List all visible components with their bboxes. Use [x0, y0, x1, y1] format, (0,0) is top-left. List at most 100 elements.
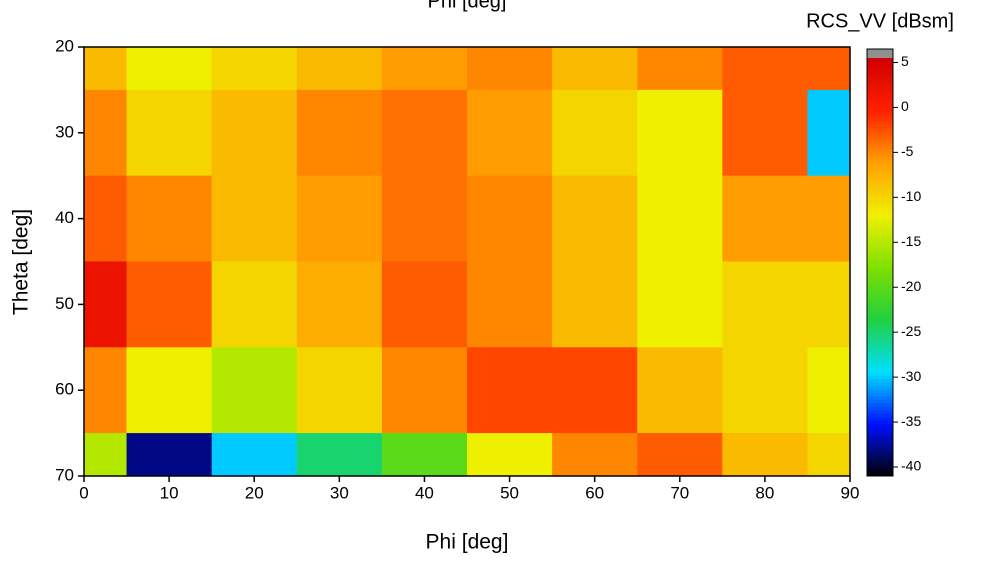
- colorbar-segment: [867, 444, 893, 449]
- colorbar-segment: [867, 256, 893, 261]
- colorbar-segment: [867, 260, 893, 265]
- colorbar-segment: [867, 85, 893, 90]
- colorbar-segment: [867, 305, 893, 310]
- y-tick-label: 20: [55, 36, 74, 55]
- colorbar-segment: [867, 64, 893, 69]
- y-tick-label: 60: [55, 380, 74, 399]
- heatmap-cell: [296, 89, 383, 177]
- colorbar-segment: [867, 357, 893, 362]
- x-tick-label: 80: [755, 483, 774, 502]
- heatmap-cell: [211, 261, 298, 348]
- colorbar-segment: [867, 152, 893, 157]
- colorbar-segment: [867, 179, 893, 184]
- heatmap-cell: [807, 261, 850, 348]
- colorbar-segment: [867, 89, 893, 94]
- colorbar-segment: [867, 155, 893, 160]
- colorbar-segment: [867, 437, 893, 442]
- heatmap-cell: [637, 347, 723, 434]
- x-tick-label: 30: [330, 483, 349, 502]
- heatmap-cell: [807, 433, 850, 476]
- colorbar-segment: [867, 138, 893, 143]
- colorbar-segment: [867, 308, 893, 313]
- colorbar-segment: [867, 232, 893, 237]
- x-tick-label: 20: [245, 483, 264, 502]
- colorbar-segment: [867, 340, 893, 345]
- colorbar-segment: [867, 326, 893, 331]
- y-tick-label: 30: [55, 122, 74, 141]
- colorbar-segment: [867, 388, 893, 393]
- heatmap-cell: [211, 347, 298, 434]
- x-tick-label: 50: [500, 483, 519, 502]
- heatmap-cell: [807, 89, 850, 177]
- colorbar-tick-label: -15: [901, 233, 921, 249]
- heatmap-cell: [126, 261, 213, 348]
- colorbar-segment: [867, 249, 893, 254]
- colorbar-segment: [867, 364, 893, 369]
- x-tick-label: 90: [841, 483, 860, 502]
- colorbar-tick-label: 0: [901, 98, 909, 114]
- colorbar-segment: [867, 242, 893, 247]
- heatmap-cell: [552, 347, 638, 434]
- heatmap-cell: [467, 347, 553, 434]
- colorbar-segment: [867, 413, 893, 418]
- colorbar-segment: [867, 420, 893, 425]
- colorbar-segment: [867, 71, 893, 76]
- heatmap-cell: [467, 47, 553, 91]
- colorbar-segment: [867, 423, 893, 428]
- heatmap-cell: [722, 89, 808, 177]
- colorbar-segment: [867, 347, 893, 352]
- colorbar-segment: [867, 427, 893, 432]
- colorbar-segment: [867, 395, 893, 400]
- colorbar-segment: [867, 58, 893, 62]
- heatmap-cell: [211, 433, 298, 476]
- heatmap-cell: [467, 89, 553, 177]
- heatmap: [84, 47, 850, 476]
- heatmap-cell: [467, 175, 553, 262]
- colorbar-segment: [867, 82, 893, 87]
- colorbar-segment: [867, 343, 893, 348]
- chart-title: Phi [deg]: [428, 0, 507, 12]
- heatmap-cell: [637, 175, 723, 262]
- y-tick-label: 40: [55, 208, 74, 227]
- x-tick-label: 10: [160, 483, 179, 502]
- colorbar-segment: [867, 235, 893, 240]
- heatmap-cell: [126, 89, 213, 177]
- heatmap-cell: [84, 433, 128, 476]
- heatmap-cell: [296, 175, 383, 262]
- colorbar-tick-label: -25: [901, 323, 921, 339]
- colorbar-segment: [867, 406, 893, 411]
- colorbar-segment: [867, 434, 893, 439]
- heatmap-cell: [296, 433, 383, 476]
- heatmap-cell: [722, 433, 808, 476]
- heatmap-cell: [84, 347, 128, 434]
- colorbar-segment: [867, 361, 893, 366]
- heatmap-cell: [84, 175, 128, 262]
- colorbar-segment: [867, 186, 893, 191]
- colorbar-segment: [867, 430, 893, 435]
- colorbar-segment: [867, 106, 893, 111]
- colorbar-segment: [867, 228, 893, 233]
- heatmap-cell: [552, 261, 638, 348]
- colorbar-segment: [867, 99, 893, 104]
- colorbar-segment: [867, 399, 893, 404]
- colorbar-segment: [867, 169, 893, 174]
- colorbar-segment: [867, 61, 893, 66]
- colorbar-segment: [867, 298, 893, 303]
- heatmap-cell: [807, 347, 850, 434]
- colorbar-segment: [867, 441, 893, 446]
- heatmap-cell: [84, 47, 128, 91]
- colorbar-segment: [867, 200, 893, 205]
- heatmap-cell: [126, 347, 213, 434]
- colorbar-segment: [867, 176, 893, 181]
- colorbar-segment: [867, 462, 893, 467]
- x-tick-label: 40: [415, 483, 434, 502]
- heatmap-cell: [126, 47, 213, 91]
- colorbar-segment: [867, 162, 893, 167]
- colorbar-segment: [867, 287, 893, 292]
- colorbar-segment: [867, 246, 893, 251]
- heatmap-cell: [381, 175, 468, 262]
- colorbar-segment: [867, 336, 893, 341]
- heatmap-cell: [381, 89, 468, 177]
- x-axis-label: Phi [deg]: [426, 531, 509, 554]
- colorbar-segment: [867, 92, 893, 97]
